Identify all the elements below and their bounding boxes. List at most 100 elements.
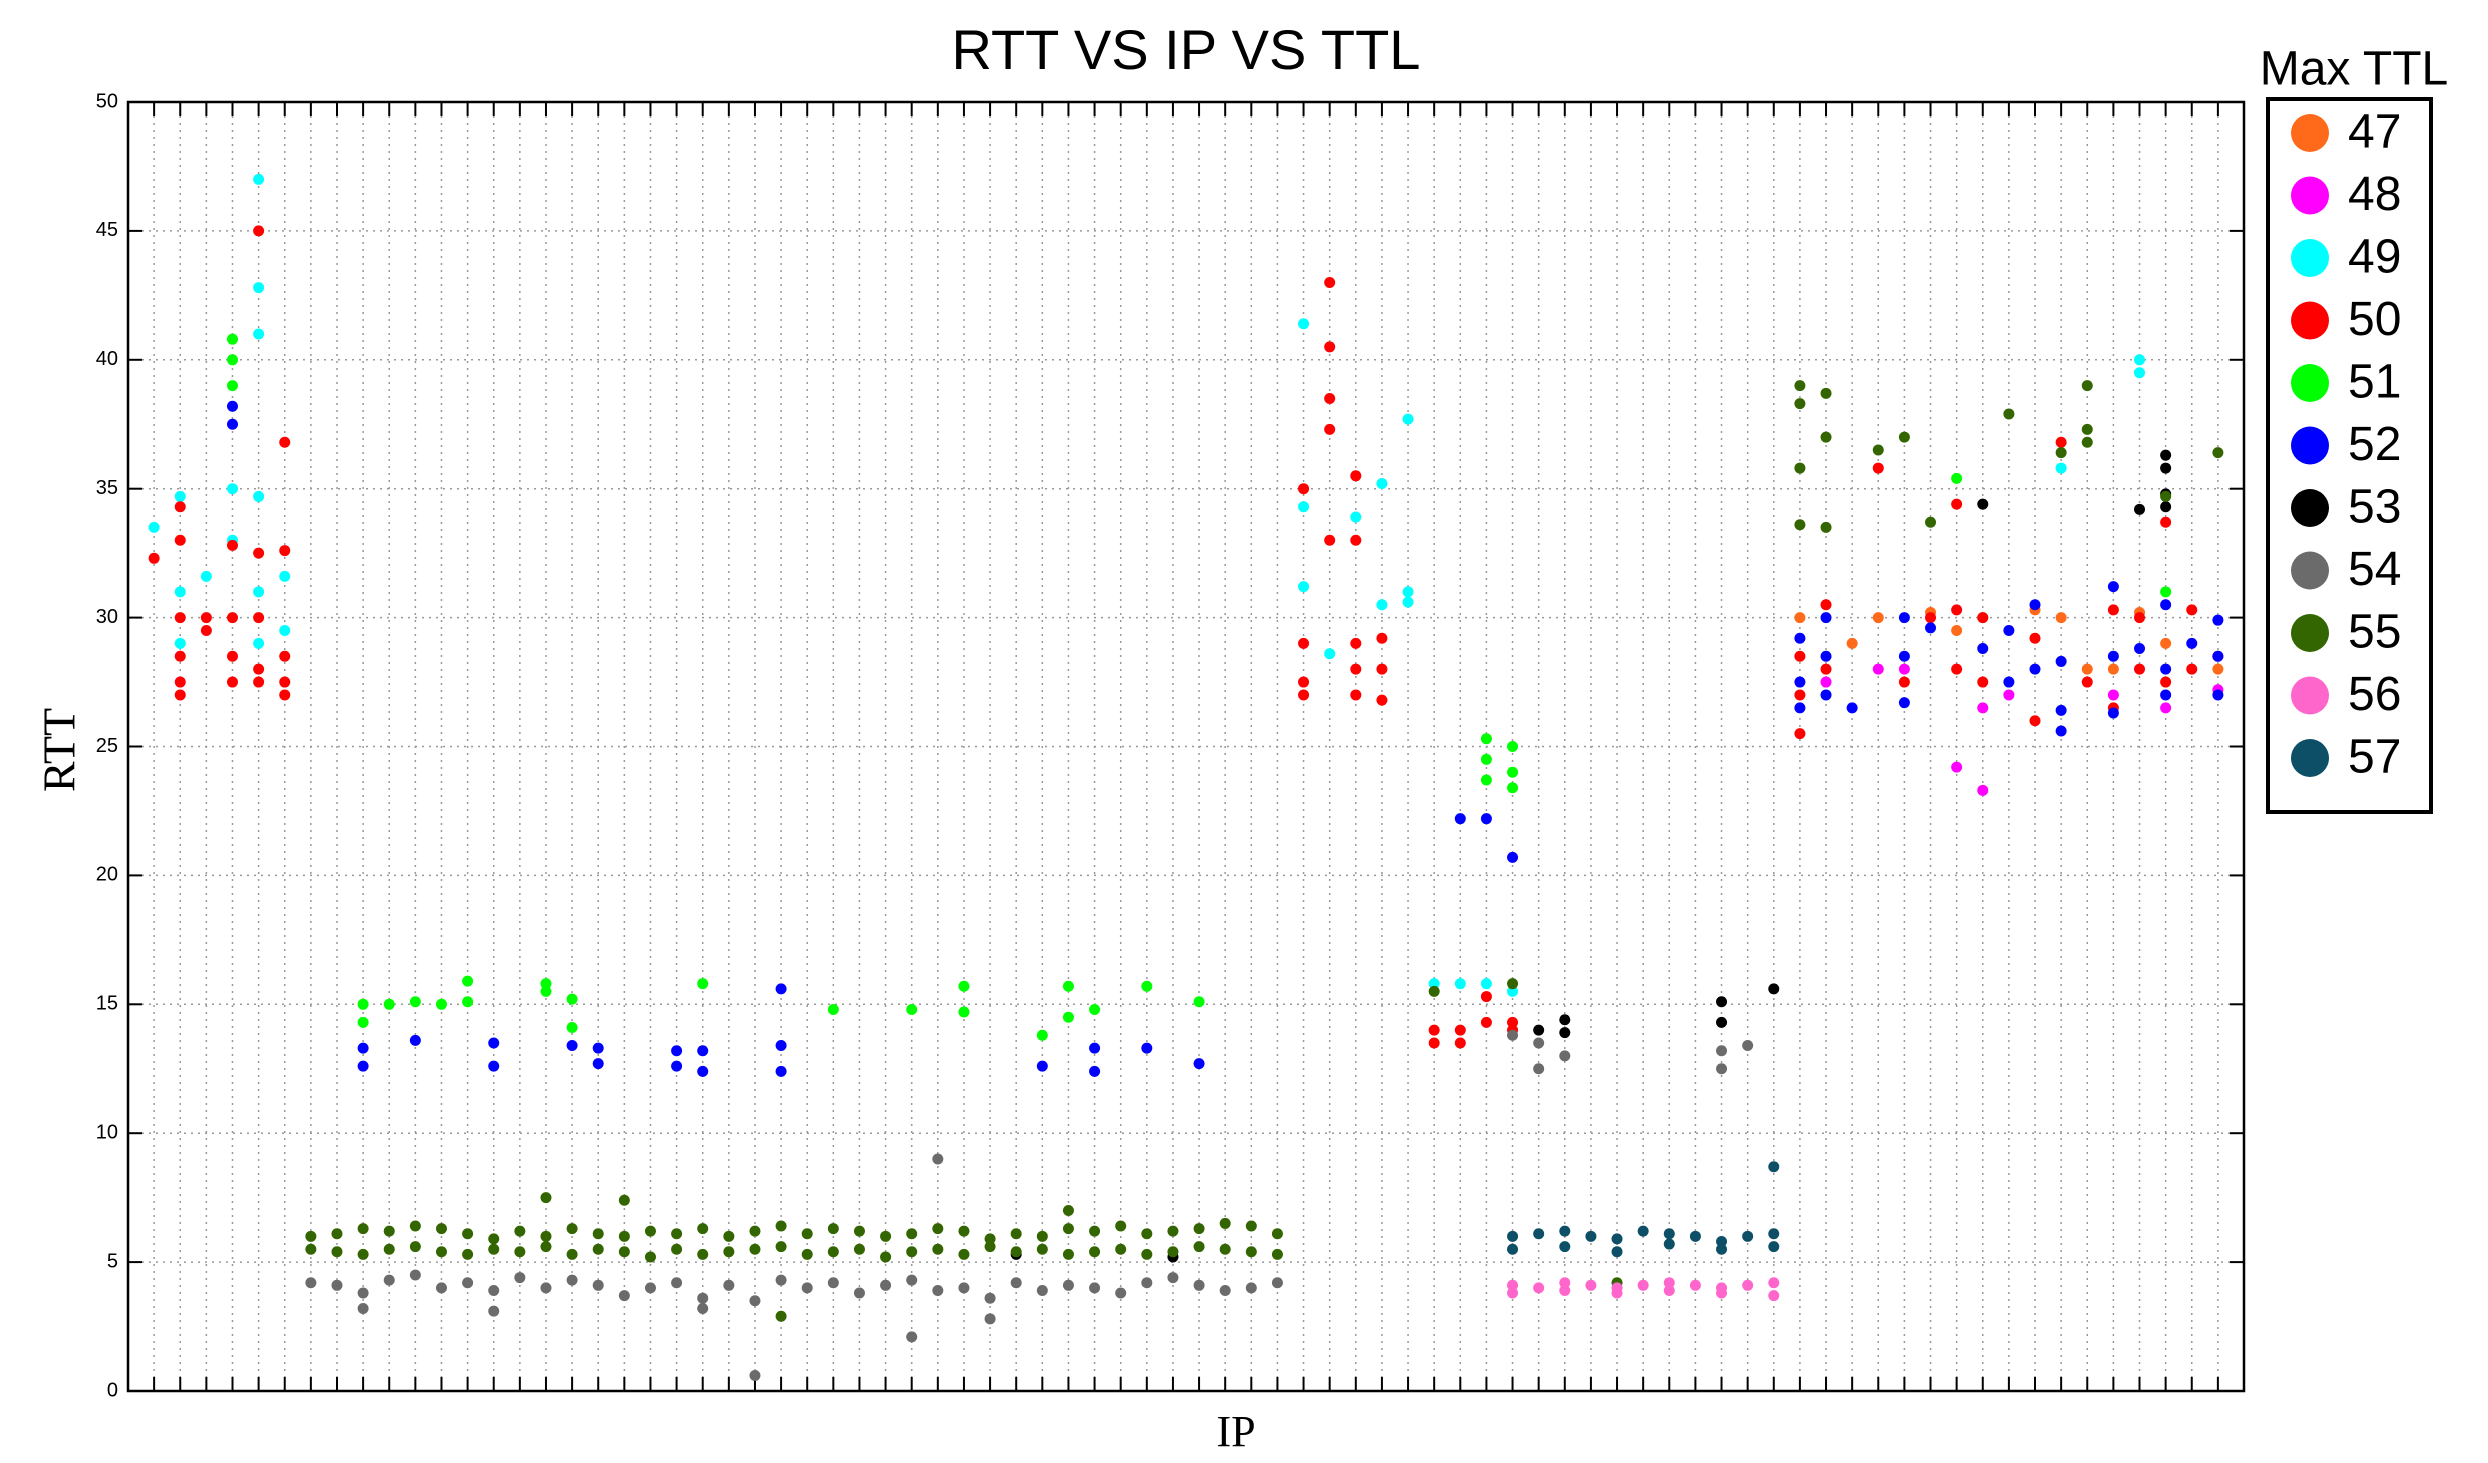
point (174, 586, 186, 598)
point (618, 1230, 630, 1242)
point (435, 1223, 447, 1235)
point (1507, 1029, 1519, 1041)
point (1193, 1279, 1205, 1291)
point (958, 980, 970, 992)
point (2212, 663, 2224, 675)
point (1898, 697, 1910, 709)
point (1010, 1246, 1022, 1258)
point (1533, 1228, 1545, 1240)
point (226, 333, 238, 345)
point (357, 1223, 369, 1235)
point (1089, 1065, 1101, 1077)
point (1768, 1277, 1780, 1289)
point (2160, 449, 2172, 461)
point (357, 1060, 369, 1072)
point (1977, 676, 1989, 688)
point (279, 545, 291, 557)
y-tick-label: 20 (96, 864, 118, 886)
point (1480, 774, 1492, 786)
point (1115, 1287, 1127, 1299)
point (2029, 632, 2041, 644)
legend-label: 51 (2348, 356, 2401, 409)
point (1951, 761, 1963, 773)
point (1585, 1279, 1597, 1291)
point (1663, 1228, 1675, 1240)
point (226, 354, 238, 366)
point (1402, 413, 1414, 425)
point (540, 978, 552, 990)
point (1193, 1241, 1205, 1253)
point (1428, 1024, 1440, 1036)
point (1977, 702, 1989, 714)
point (253, 225, 265, 237)
point (174, 689, 186, 701)
point (253, 612, 265, 624)
point (906, 1003, 918, 1015)
point (488, 1060, 500, 1072)
point (1454, 1037, 1466, 1049)
point (357, 998, 369, 1010)
point (749, 1243, 761, 1255)
point (1768, 1161, 1780, 1173)
point (1716, 1235, 1728, 1247)
point (1533, 1282, 1545, 1294)
point (1977, 612, 1989, 624)
point (1559, 1050, 1571, 1062)
point (749, 1295, 761, 1307)
point (488, 1233, 500, 1245)
point (671, 1243, 683, 1255)
point (253, 282, 265, 294)
point (1010, 1277, 1022, 1289)
point (984, 1313, 996, 1325)
point (2160, 501, 2172, 513)
point (1062, 980, 1074, 992)
point (723, 1279, 735, 1291)
point (253, 676, 265, 688)
point (1141, 1277, 1153, 1289)
point (1533, 1063, 1545, 1075)
point (1324, 423, 1336, 435)
point (1611, 1287, 1623, 1299)
point (1376, 599, 1388, 611)
point (1820, 663, 1832, 675)
point (1820, 521, 1832, 533)
point (697, 1223, 709, 1235)
point (1663, 1238, 1675, 1250)
legend-marker (2291, 176, 2329, 215)
point (749, 1370, 761, 1382)
point (566, 993, 578, 1005)
point (1846, 702, 1858, 714)
point (1794, 650, 1806, 662)
point (305, 1277, 317, 1289)
point (1742, 1279, 1754, 1291)
point (2186, 604, 2198, 616)
point (2055, 462, 2067, 474)
point (2055, 725, 2067, 737)
point (148, 521, 160, 533)
y-tick-label: 10 (96, 1121, 118, 1143)
point (1350, 511, 1362, 523)
point (1951, 624, 1963, 636)
point (723, 1230, 735, 1242)
point (801, 1282, 813, 1294)
point (1716, 1287, 1728, 1299)
point (1898, 612, 1910, 624)
point (1324, 392, 1336, 404)
point (2029, 663, 2041, 675)
point (2212, 614, 2224, 626)
point (1742, 1040, 1754, 1052)
legend-marker (2291, 114, 2329, 152)
point (984, 1233, 996, 1245)
point (618, 1290, 630, 1302)
point (2107, 650, 2119, 662)
point (435, 1282, 447, 1294)
point (1298, 637, 1310, 649)
legend-marker (2291, 239, 2329, 277)
legend-marker (2291, 301, 2329, 340)
point (1245, 1220, 1257, 1232)
point (984, 1292, 996, 1304)
point (1533, 1024, 1545, 1036)
point (226, 612, 238, 624)
point (1846, 637, 1858, 649)
